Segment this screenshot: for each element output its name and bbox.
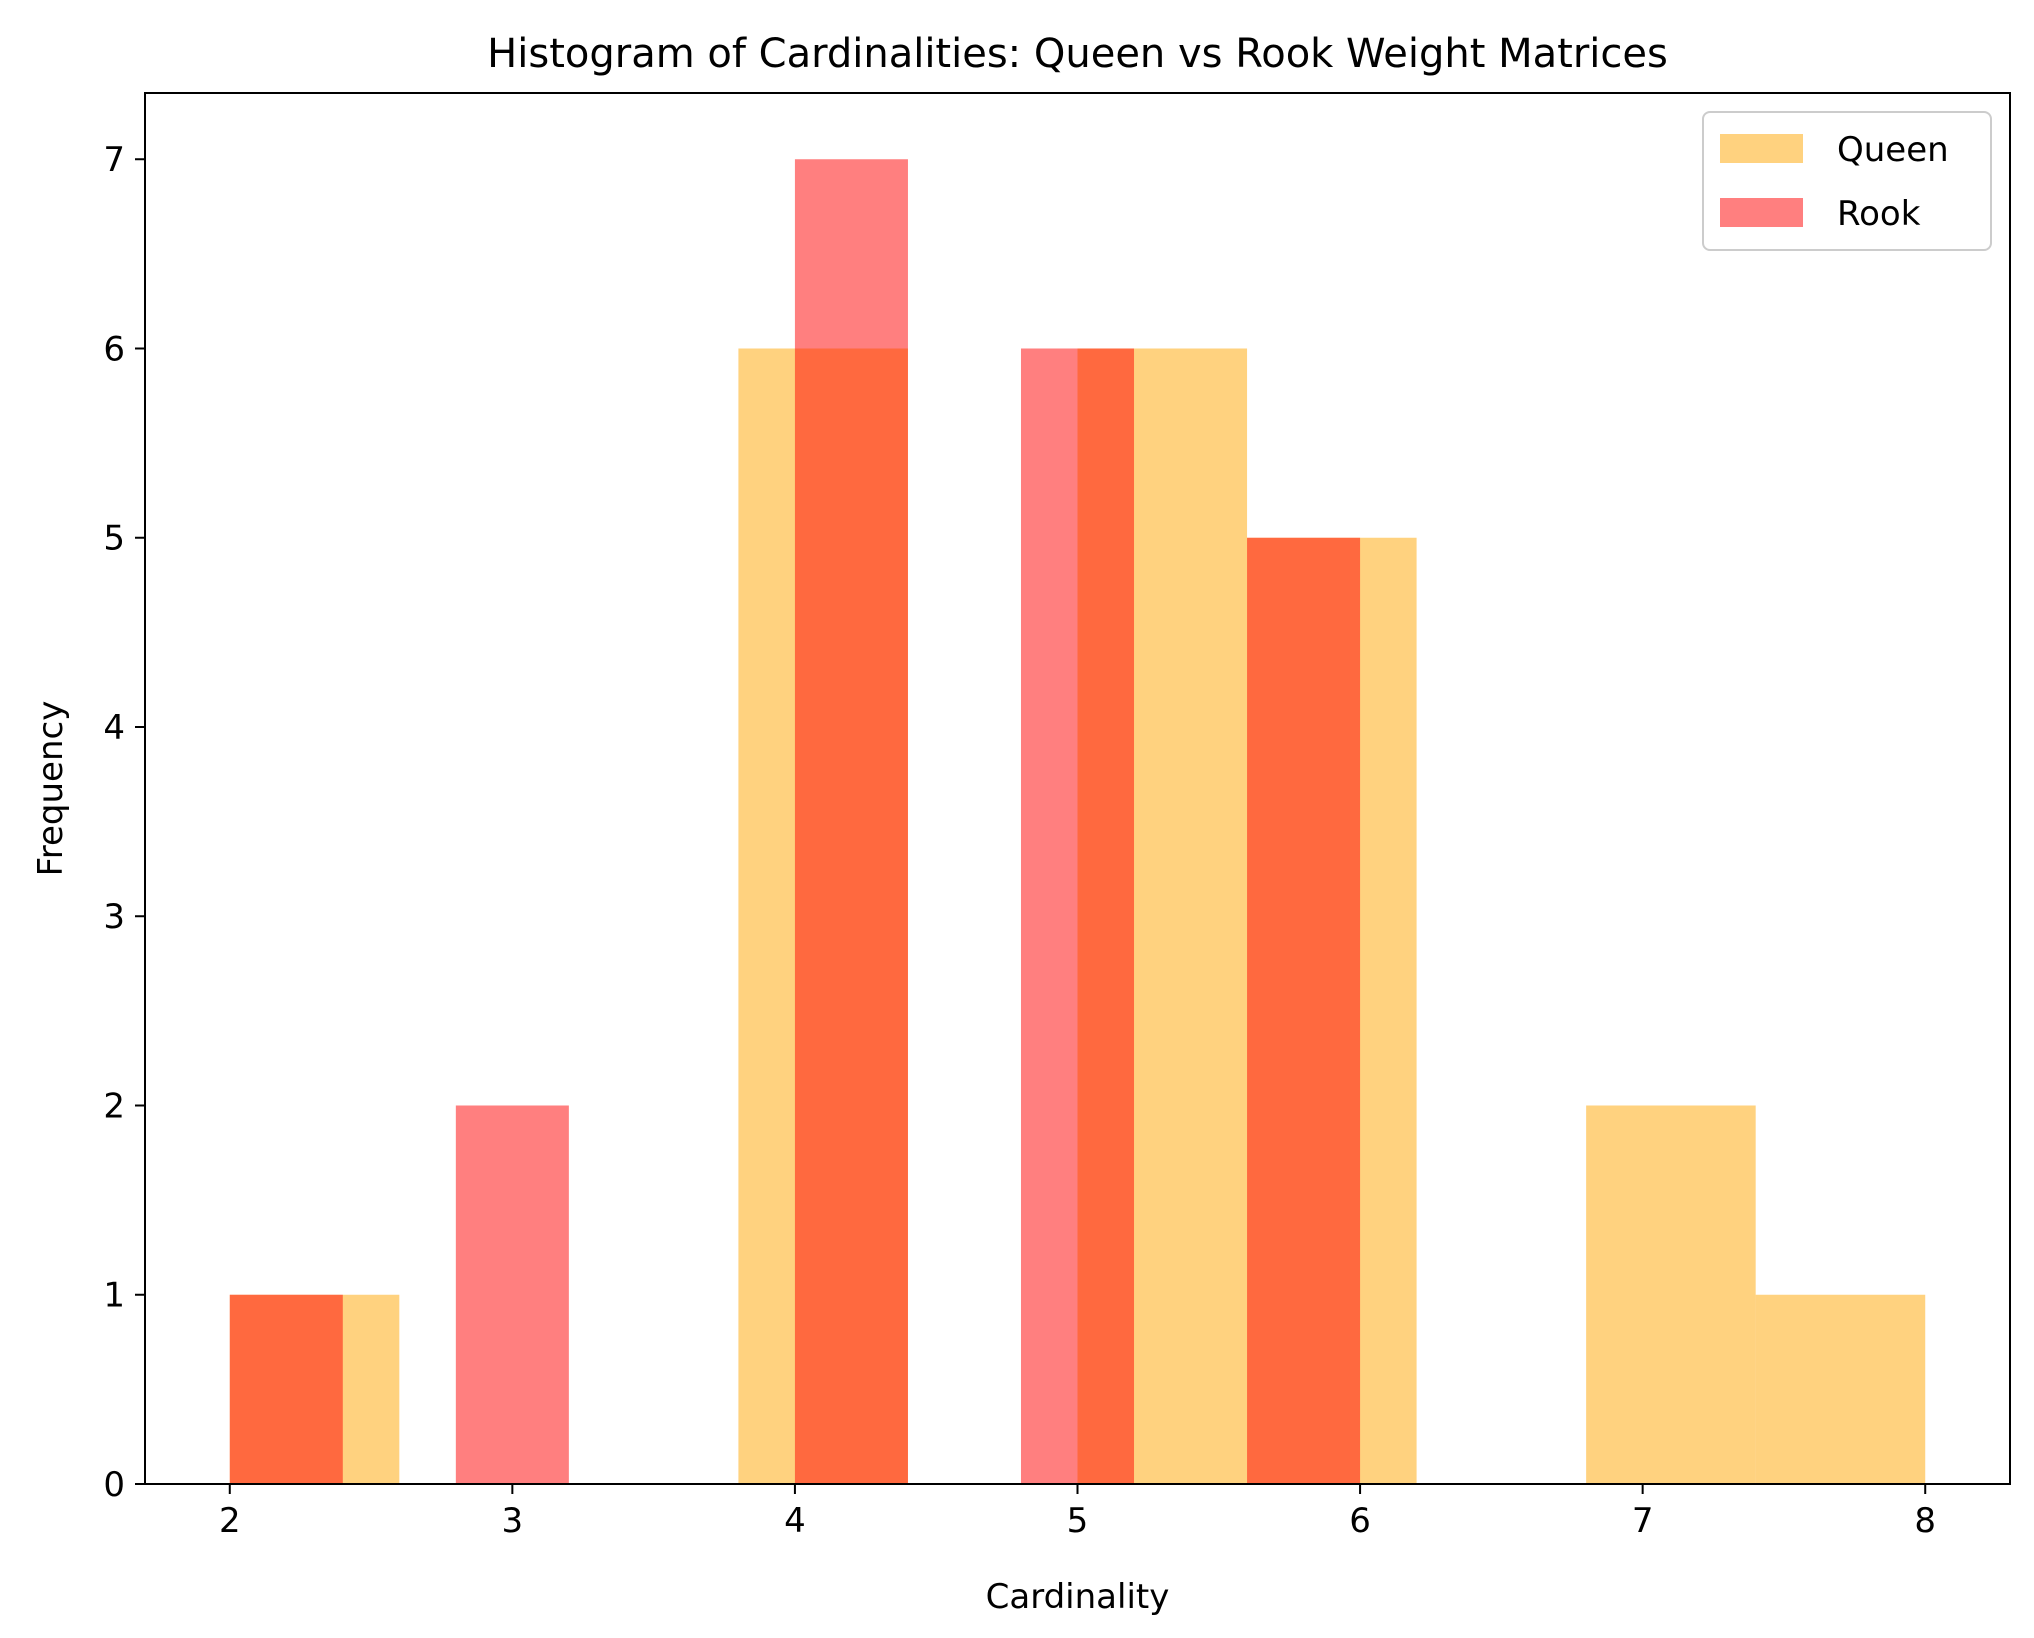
x-axis-label: Cardinality [986, 1577, 1170, 1617]
y-axis-label: Frequency [31, 701, 71, 877]
y-tick-label-6: 6 [103, 329, 125, 369]
x-tick-label-3: 5 [1067, 1501, 1089, 1541]
legend-label-queen: Queen [1837, 130, 1949, 170]
y-tick-label-2: 2 [103, 1086, 125, 1126]
bar-rook-5 [794, 159, 908, 1485]
bar-rook-9 [1247, 537, 1361, 1484]
y-tick-label-3: 3 [103, 897, 125, 937]
chart-title: Histogram of Cardinalities: Queen vs Roo… [487, 31, 1668, 77]
x-axis-ticks: 2 3 4 5 6 7 8 [219, 1484, 1936, 1541]
legend-swatch-queen [1720, 134, 1803, 163]
x-tick-label-5: 7 [1632, 1501, 1654, 1541]
y-tick-label-5: 5 [103, 519, 125, 559]
bar-queen-8 [1586, 1105, 1756, 1484]
y-tick-label-1: 1 [103, 1276, 125, 1316]
bars-layer [229, 159, 1926, 1485]
bar-queen-9 [1755, 1294, 1926, 1484]
x-tick-label-0: 2 [219, 1501, 241, 1541]
x-tick-label-2: 4 [784, 1501, 806, 1541]
legend-swatch-rook [1720, 198, 1803, 227]
legend-label-rook: Rook [1837, 194, 1921, 234]
bar-rook-7 [1020, 348, 1135, 1485]
x-tick-label-4: 6 [1349, 1501, 1371, 1541]
x-tick-label-6: 8 [1914, 1501, 1936, 1541]
y-axis-ticks: 0 1 2 3 4 5 6 7 [103, 140, 145, 1505]
y-tick-label-0: 0 [103, 1465, 125, 1505]
bar-rook-0 [229, 1294, 343, 1484]
legend: Queen Rook [1702, 111, 1992, 251]
y-tick-label-7: 7 [103, 140, 125, 180]
x-tick-label-1: 3 [502, 1501, 524, 1541]
bar-rook-2 [455, 1105, 569, 1484]
y-tick-label-4: 4 [103, 708, 125, 748]
